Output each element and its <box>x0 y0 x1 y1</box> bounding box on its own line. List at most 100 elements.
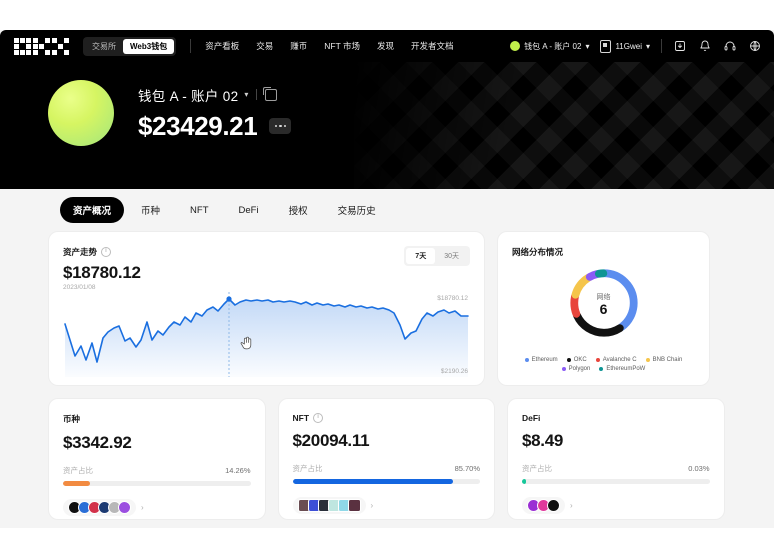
defi-progress-bar <box>522 479 710 484</box>
legend-item-avalanche-c[interactable]: Avalanche C <box>595 357 637 363</box>
more-icon[interactable] <box>269 118 292 134</box>
network-distribution-card: 网络分布情况 网络 6 <box>497 231 710 386</box>
nft-avatar-group <box>292 497 366 514</box>
nft-card-body: NFT i $20094.11 资产占比 85.70% <box>279 399 495 524</box>
network-card-header: 网络分布情况 <box>498 232 709 268</box>
wallet-balance-row: $23429.21 <box>138 110 292 142</box>
legend-item-ethereum[interactable]: Ethereum <box>524 357 558 363</box>
top-navigation-bar: 交易所 Web3钱包 资产看板 交易 赚币 NFT 市场 发现 开发者文档 钱包… <box>0 30 774 62</box>
wallet-hero-section: 钱包 A - 账户 02 ▾ $23429.21 <box>0 62 774 189</box>
download-icon[interactable] <box>673 39 687 53</box>
okx-web3-wallet-app: 交易所 Web3钱包 资产看板 交易 赚币 NFT 市场 发现 开发者文档 钱包… <box>0 30 774 528</box>
copy-icon[interactable] <box>263 86 278 101</box>
tab-approvals[interactable]: 授权 <box>288 206 308 217</box>
donut-svg <box>569 269 638 337</box>
hero-checker-pattern <box>354 62 774 189</box>
tab-overview[interactable]: 资产概况 <box>60 197 125 223</box>
defi-icon-3 <box>547 499 560 512</box>
nav-divider <box>190 39 192 53</box>
info-icon[interactable]: i <box>313 413 324 423</box>
nav-link-nft-market[interactable]: NFT 市场 <box>324 41 360 51</box>
defi-icon-row[interactable]: › <box>522 497 710 514</box>
headset-icon[interactable] <box>723 39 737 53</box>
legend-item-ethereumpow[interactable]: EthereumPoW <box>599 366 645 372</box>
range-7d[interactable]: 7天 <box>406 248 436 264</box>
nft-title-row: NFT i <box>293 413 481 423</box>
legend-item-polygon[interactable]: Polygon <box>561 366 591 372</box>
defi-title-row: DeFi <box>522 413 710 423</box>
okx-logo[interactable] <box>14 37 69 55</box>
asset-trend-card: 资产走势 i $18780.12 2023/01/08 7天 30天 <box>48 231 485 386</box>
bell-icon[interactable] <box>698 39 712 53</box>
tab-tokens[interactable]: 币种 <box>141 206 161 217</box>
chevron-right-icon[interactable]: › <box>141 503 144 512</box>
legend-item-bnb-chain[interactable]: BNB Chain <box>645 357 682 363</box>
account-avatar-dot <box>510 41 521 51</box>
switch-exchange[interactable]: 交易所 <box>92 41 116 51</box>
tokens-title-row: 币种 <box>63 413 251 425</box>
gas-price-selector[interactable]: 11Gwei ▾ <box>600 39 650 53</box>
switch-web3-wallet[interactable]: Web3钱包 <box>123 38 175 54</box>
trend-low-label: $2190.26 <box>440 368 468 375</box>
wallet-name: 钱包 A - 账户 02 <box>138 88 239 104</box>
nav-link-earn[interactable]: 赚币 <box>290 41 308 51</box>
tab-defi[interactable]: DeFi <box>238 204 259 216</box>
donut-slice-okc <box>569 269 638 337</box>
legend-label: OKC <box>573 357 587 363</box>
defi-ratio-label: 资产占比 <box>522 464 552 473</box>
nft-icon-row[interactable]: › <box>292 497 481 514</box>
tokens-card-body: 币种 $3342.92 资产占比 14.26% <box>49 399 265 526</box>
nav-right-group: 钱包 A - 账户 02 ▾ 11Gwei ▾ <box>510 39 766 53</box>
tab-transaction-history[interactable]: 交易历史 <box>337 206 376 217</box>
network-donut-chart[interactable] <box>498 264 709 342</box>
gas-icon <box>600 39 612 53</box>
tokens-ratio-row: 资产占比 14.26% <box>63 465 251 476</box>
overview-row-top: 资产走势 i $18780.12 2023/01/08 7天 30天 <box>0 231 774 386</box>
logo-letter-k <box>33 37 50 55</box>
token-avatar-group <box>63 499 136 516</box>
wallet-balance: $23429.21 <box>138 110 258 141</box>
legend-item-okc[interactable]: OKC <box>566 357 587 363</box>
tokens-icon-row[interactable]: › <box>63 499 251 516</box>
nft-progress-fill <box>292 479 454 484</box>
legend-label: Avalanche C <box>602 357 637 363</box>
defi-summary-card: DeFi $8.49 资产占比 0.03% › <box>507 398 725 520</box>
pointer-hand-icon <box>240 336 252 350</box>
network-legend: Ethereum OKC Avalanche C BNB Chain Polyg… <box>506 354 701 372</box>
trend-amount: $18780.12 <box>63 263 141 282</box>
globe-icon[interactable] <box>748 39 762 53</box>
chevron-down-icon[interactable]: ▾ <box>244 90 249 99</box>
info-icon[interactable]: i <box>101 247 112 257</box>
tokens-summary-card: 币种 $3342.92 资产占比 14.26% <box>48 398 266 520</box>
wallet-name-row[interactable]: 钱包 A - 账户 02 ▾ <box>138 85 291 105</box>
nav-link-trade[interactable]: 交易 <box>256 41 274 51</box>
nav-link-discover[interactable]: 发现 <box>376 41 394 51</box>
nft-ratio-value: 85.70% <box>454 464 480 473</box>
tokens-title: 币种 <box>63 414 81 424</box>
trend-line-chart[interactable]: $18780.12 $2190.26 <box>59 292 474 377</box>
product-switcher[interactable]: 交易所 Web3钱包 <box>83 36 177 56</box>
legend-row-2: Polygon EthereumPoW <box>506 366 701 372</box>
donut-slice-ethereumpow <box>569 269 638 337</box>
trend-high-label: $18780.12 <box>437 295 468 302</box>
tab-nft[interactable]: NFT <box>190 204 209 216</box>
nav-link-developer-docs[interactable]: 开发者文档 <box>411 41 454 51</box>
legend-label: EthereumPoW <box>606 366 646 372</box>
account-selector[interactable]: 钱包 A - 账户 02 ▾ <box>510 41 589 52</box>
logo-letter-o <box>14 37 31 55</box>
gas-price-label: 11Gwei <box>615 41 642 51</box>
trend-title: 资产走势 <box>63 247 98 257</box>
chevron-right-icon[interactable]: › <box>370 501 374 510</box>
divider <box>256 89 258 100</box>
trend-card-header: 资产走势 i $18780.12 2023/01/08 7天 30天 <box>49 232 484 301</box>
chevron-right-icon[interactable]: › <box>570 501 573 510</box>
nav-link-assets-dashboard[interactable]: 资产看板 <box>205 41 240 51</box>
nft-icon-6 <box>347 499 361 512</box>
range-30d[interactable]: 30天 <box>444 253 459 260</box>
chevron-down-icon: ▾ <box>585 41 590 51</box>
trend-chart-svg <box>64 292 469 377</box>
network-title: 网络分布情况 <box>512 247 564 257</box>
donut-slice-avalanche <box>569 269 638 337</box>
legend-label: Polygon <box>568 366 591 372</box>
range-switcher[interactable]: 7天 30天 <box>404 246 470 266</box>
